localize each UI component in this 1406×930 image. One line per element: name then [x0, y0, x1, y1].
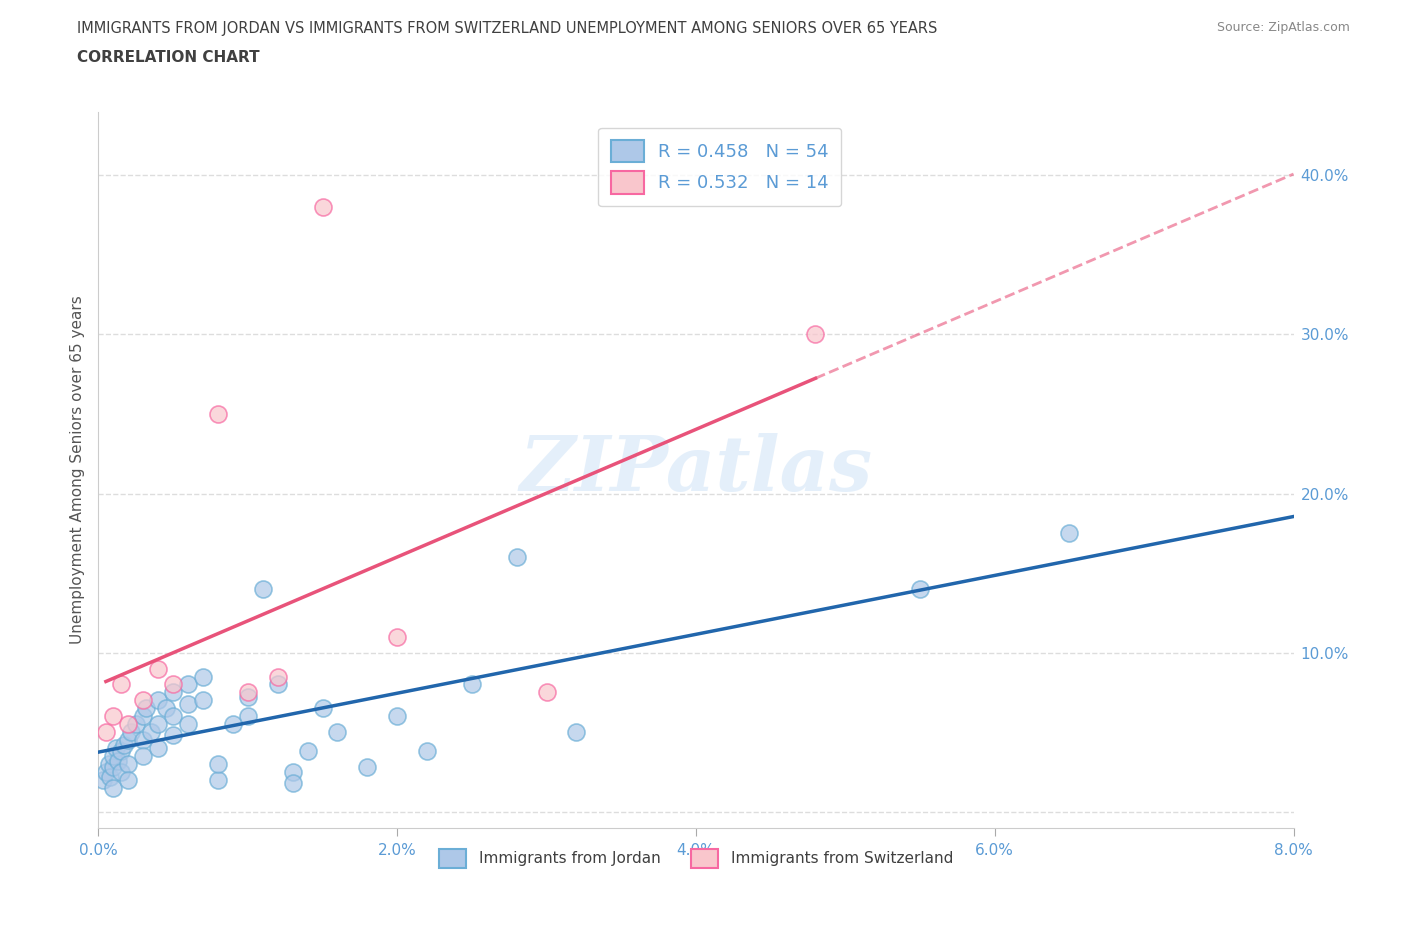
Point — [267, 669, 290, 684]
Point — [132, 749, 155, 764]
Point — [461, 677, 484, 692]
Point — [207, 406, 229, 421]
Point — [207, 773, 229, 788]
Text: ZIPatlas: ZIPatlas — [519, 432, 873, 507]
Point — [191, 693, 214, 708]
Point — [117, 733, 139, 748]
Point — [506, 550, 529, 565]
Point — [207, 757, 229, 772]
Point — [148, 693, 170, 708]
Point — [103, 709, 125, 724]
Point — [804, 327, 827, 342]
Point — [91, 773, 114, 788]
Point — [110, 744, 132, 759]
Point — [281, 764, 304, 779]
Point — [297, 744, 319, 759]
Point — [385, 630, 409, 644]
Point — [236, 709, 259, 724]
Point — [191, 669, 214, 684]
Point — [1059, 525, 1081, 540]
Point — [565, 724, 588, 739]
Y-axis label: Unemployment Among Seniors over 65 years: Unemployment Among Seniors over 65 years — [69, 296, 84, 644]
Point — [117, 773, 139, 788]
Point — [132, 693, 155, 708]
Point — [103, 760, 125, 775]
Text: Source: ZipAtlas.com: Source: ZipAtlas.com — [1216, 21, 1350, 34]
Legend: Immigrants from Jordan, Immigrants from Switzerland: Immigrants from Jordan, Immigrants from … — [433, 843, 959, 874]
Point — [132, 709, 155, 724]
Point — [267, 677, 290, 692]
Point — [110, 677, 132, 692]
Point — [105, 740, 128, 755]
Point — [117, 717, 139, 732]
Point — [148, 740, 170, 755]
Text: IMMIGRANTS FROM JORDAN VS IMMIGRANTS FROM SWITZERLAND UNEMPLOYMENT AMONG SENIORS: IMMIGRANTS FROM JORDAN VS IMMIGRANTS FRO… — [77, 21, 938, 36]
Point — [177, 717, 200, 732]
Point — [135, 701, 157, 716]
Point — [103, 749, 125, 764]
Point — [155, 701, 177, 716]
Point — [107, 753, 129, 768]
Point — [132, 733, 155, 748]
Point — [103, 780, 125, 795]
Point — [148, 661, 170, 676]
Point — [117, 757, 139, 772]
Point — [162, 677, 184, 692]
Point — [148, 717, 170, 732]
Point — [162, 685, 184, 700]
Point — [162, 709, 184, 724]
Point — [356, 760, 378, 775]
Point — [416, 744, 439, 759]
Point — [236, 685, 259, 700]
Point — [97, 757, 120, 772]
Point — [177, 697, 200, 711]
Point — [326, 724, 349, 739]
Point — [139, 724, 162, 739]
Point — [162, 728, 184, 743]
Point — [120, 724, 142, 739]
Point — [112, 737, 135, 752]
Point — [311, 200, 333, 215]
Point — [125, 717, 148, 732]
Point — [311, 701, 333, 716]
Point — [94, 764, 117, 779]
Point — [536, 685, 558, 700]
Point — [385, 709, 409, 724]
Point — [252, 581, 274, 596]
Point — [94, 724, 117, 739]
Point — [110, 764, 132, 779]
Point — [222, 717, 245, 732]
Point — [98, 769, 122, 784]
Point — [236, 690, 259, 705]
Point — [177, 677, 200, 692]
Point — [281, 776, 304, 790]
Point — [908, 581, 931, 596]
Text: CORRELATION CHART: CORRELATION CHART — [77, 50, 260, 65]
